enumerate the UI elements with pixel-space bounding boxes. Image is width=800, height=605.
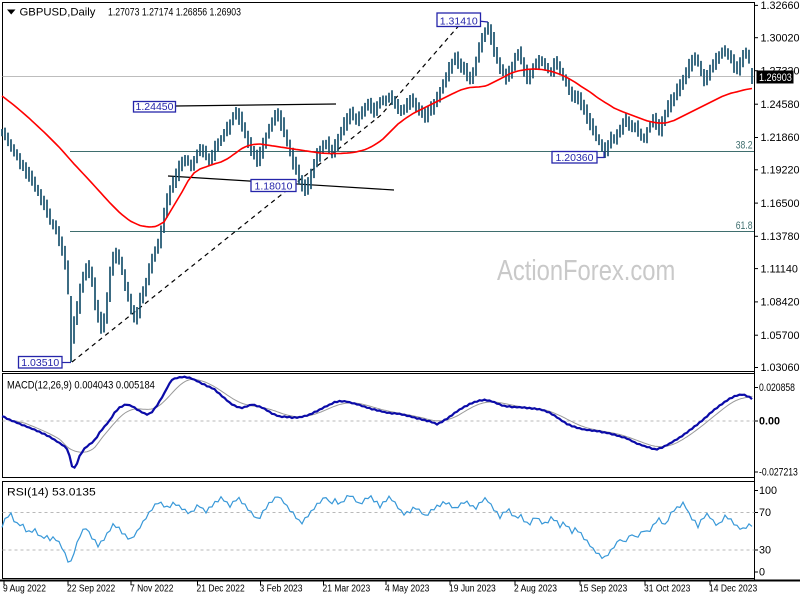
svg-text:RSI(14) 53.0135: RSI(14) 53.0135 <box>7 487 96 498</box>
svg-text:61.8: 61.8 <box>736 220 753 232</box>
svg-text:1.32660: 1.32660 <box>761 0 800 12</box>
svg-text:0.020858: 0.020858 <box>759 382 795 394</box>
svg-text:1.30020: 1.30020 <box>761 32 800 44</box>
svg-text:1.24450: 1.24450 <box>136 101 174 113</box>
svg-text:MACD(12,26,9) 0.004043 0.00518: MACD(12,26,9) 0.004043 0.005184 <box>7 380 155 392</box>
svg-text:1.03060: 1.03060 <box>761 362 800 374</box>
svg-text:1.26903: 1.26903 <box>759 72 792 84</box>
svg-text:22 Sep 2022: 22 Sep 2022 <box>67 583 115 595</box>
svg-text:21 Dec 2022: 21 Dec 2022 <box>197 583 245 595</box>
svg-text:1.19220: 1.19220 <box>761 165 800 177</box>
svg-text:2 Aug 2023: 2 Aug 2023 <box>514 583 557 595</box>
svg-text:1.13780: 1.13780 <box>761 231 800 243</box>
svg-text:19 Jun 2023: 19 Jun 2023 <box>449 583 496 595</box>
svg-text:15 Sep 2023: 15 Sep 2023 <box>579 583 627 595</box>
svg-text:9 Aug 2022: 9 Aug 2022 <box>3 583 46 595</box>
svg-text:1.24580: 1.24580 <box>761 99 800 111</box>
svg-text:1.20360: 1.20360 <box>556 152 594 164</box>
svg-text:7 Nov 2022: 7 Nov 2022 <box>130 583 173 595</box>
svg-text:1.27073 1.27174 1.26856 1.2690: 1.27073 1.27174 1.26856 1.26903 <box>108 6 241 18</box>
svg-text:0.00: 0.00 <box>759 416 780 428</box>
svg-text:31 Oct 2023: 31 Oct 2023 <box>644 583 690 595</box>
svg-text:1.05700: 1.05700 <box>761 330 800 342</box>
svg-text:1.21860: 1.21860 <box>761 132 800 144</box>
svg-text:1.08420: 1.08420 <box>761 297 800 309</box>
svg-text:1.03510: 1.03510 <box>21 357 59 369</box>
svg-text:ActionForex.com: ActionForex.com <box>497 254 675 287</box>
svg-text:3 Feb 2023: 3 Feb 2023 <box>260 583 303 595</box>
svg-text:1.11140: 1.11140 <box>761 263 798 275</box>
svg-text:100: 100 <box>759 485 777 497</box>
svg-text:14 Dec 2023: 14 Dec 2023 <box>709 583 757 595</box>
svg-text:1.18010: 1.18010 <box>255 180 293 192</box>
svg-text:GBPUSD,Daily: GBPUSD,Daily <box>20 6 96 18</box>
svg-text:21 Mar 2023: 21 Mar 2023 <box>323 583 371 595</box>
svg-text:1.16500: 1.16500 <box>761 198 800 210</box>
svg-text:1.31410: 1.31410 <box>440 15 478 27</box>
svg-text:38.2: 38.2 <box>736 140 753 152</box>
svg-text:30: 30 <box>759 545 771 557</box>
svg-text:0: 0 <box>759 567 765 579</box>
svg-text:70: 70 <box>759 507 771 519</box>
svg-text:-0.027213: -0.027213 <box>759 467 798 479</box>
svg-text:4 May 2023: 4 May 2023 <box>385 583 429 595</box>
